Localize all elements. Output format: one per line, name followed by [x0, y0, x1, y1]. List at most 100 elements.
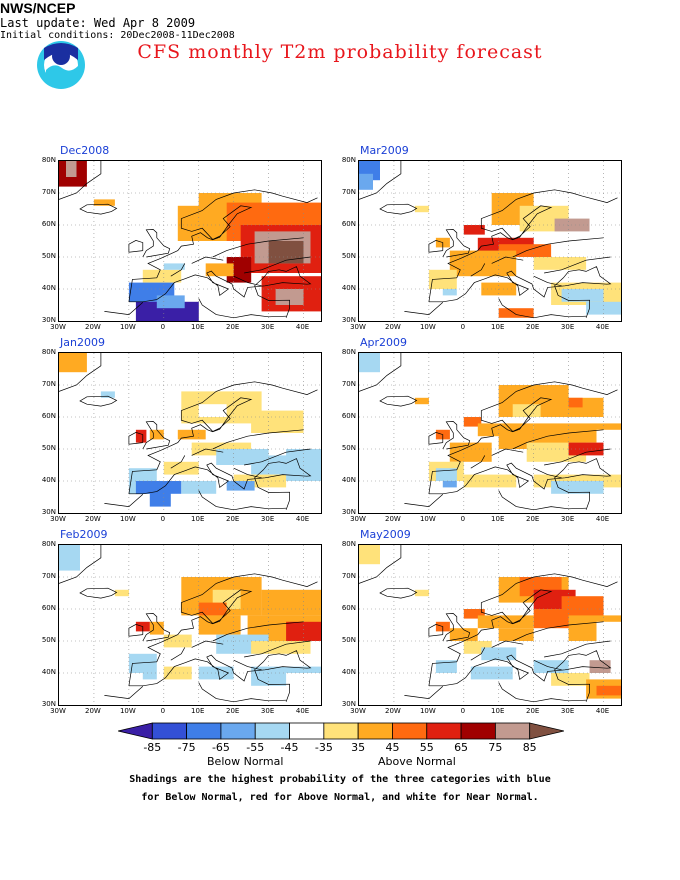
- organization-label: NWS/NCEP: [0, 0, 76, 16]
- panel-title-jan: Jan2009: [60, 336, 105, 349]
- above-normal-label: Above Normal: [378, 755, 456, 768]
- lon-label: 10W: [419, 515, 436, 523]
- lat-label: 40N: [341, 668, 356, 676]
- lat-label: 70N: [41, 188, 56, 196]
- lon-label: 0: [460, 707, 466, 715]
- initial-conditions-text: Initial conditions: 20Dec2008-11Dec2008: [0, 30, 235, 41]
- colorbar-tick-label: 85: [522, 741, 537, 754]
- colorbar-tick-label: -85: [143, 741, 162, 754]
- panel-title-dec: Dec2008: [60, 144, 110, 157]
- panel-title-may: May2009: [360, 528, 411, 541]
- map-panel-apr: [358, 352, 622, 514]
- lon-label: 10E: [191, 515, 205, 523]
- colorbar: [118, 722, 564, 740]
- map-panel-jan: [58, 352, 322, 514]
- lat-label: 60N: [41, 604, 56, 612]
- lon-label: 30W: [350, 515, 366, 523]
- lon-label: 20W: [385, 707, 401, 715]
- lon-label: 10E: [491, 323, 505, 331]
- lat-label: 80N: [341, 156, 356, 164]
- lon-label: 0: [160, 323, 166, 331]
- lon-label: 30W: [50, 323, 66, 331]
- lon-label: 30E: [260, 515, 275, 523]
- lat-label: 50N: [341, 444, 356, 452]
- lon-label: 20W: [85, 323, 101, 331]
- map-panel-mar: [358, 160, 622, 322]
- colorbar-tick-label: -65: [211, 741, 230, 754]
- lat-label: 80N: [41, 348, 56, 356]
- lon-label: 30W: [350, 323, 366, 331]
- lat-label: 30N: [341, 316, 356, 324]
- lat-label: 70N: [41, 380, 56, 388]
- lon-label: 10E: [191, 707, 205, 715]
- lon-label: 20E: [525, 515, 540, 523]
- lon-label: 30E: [560, 515, 575, 523]
- lat-label: 70N: [341, 572, 356, 580]
- lat-label: 40N: [41, 668, 56, 676]
- panel-title-feb: Feb2009: [60, 528, 108, 541]
- lon-label: 10E: [491, 707, 505, 715]
- lon-label: 30W: [350, 707, 366, 715]
- lon-label: 40E: [595, 707, 610, 715]
- panel-title-mar: Mar2009: [360, 144, 409, 157]
- lon-label: 10E: [191, 323, 205, 331]
- lat-label: 50N: [41, 252, 56, 260]
- lon-label: 10W: [119, 323, 136, 331]
- colorbar-tick-label: -75: [177, 741, 196, 754]
- lon-label: 20E: [225, 515, 240, 523]
- lat-label: 40N: [41, 476, 56, 484]
- lat-label: 60N: [341, 604, 356, 612]
- lon-label: 40E: [595, 515, 610, 523]
- shading-note-line2: for Below Normal, red for Above Normal, …: [141, 792, 539, 803]
- lon-label: 20W: [385, 515, 401, 523]
- lat-label: 50N: [341, 636, 356, 644]
- map-panel-dec: [58, 160, 322, 322]
- lat-label: 40N: [41, 284, 56, 292]
- lat-label: 80N: [341, 348, 356, 356]
- lat-label: 50N: [41, 636, 56, 644]
- lat-label: 40N: [341, 284, 356, 292]
- last-update-text: Last update: Wed Apr 8 2009: [0, 16, 196, 30]
- colorbar-tick-label: 45: [385, 741, 400, 754]
- lat-label: 30N: [41, 508, 56, 516]
- colorbar-tick-label: 55: [419, 741, 434, 754]
- lon-label: 30W: [50, 515, 66, 523]
- lat-label: 30N: [341, 700, 356, 708]
- lon-label: 30W: [50, 707, 66, 715]
- colorbar-tick-label: -45: [280, 741, 299, 754]
- map-panel-feb: [58, 544, 322, 706]
- lon-label: 0: [460, 515, 466, 523]
- lat-label: 30N: [41, 316, 56, 324]
- lon-label: 20E: [525, 707, 540, 715]
- lon-label: 20E: [225, 707, 240, 715]
- lat-label: 80N: [41, 156, 56, 164]
- noaa-logo: [37, 41, 85, 89]
- colorbar-tick-label: -35: [314, 741, 333, 754]
- lat-label: 60N: [41, 412, 56, 420]
- lon-label: 0: [460, 323, 466, 331]
- lon-label: 30E: [260, 323, 275, 331]
- lat-label: 30N: [41, 700, 56, 708]
- lon-label: 10E: [491, 515, 505, 523]
- lon-label: 20W: [85, 515, 101, 523]
- lon-label: 40E: [595, 323, 610, 331]
- lon-label: 40E: [295, 515, 310, 523]
- panel-title-apr: Apr2009: [360, 336, 408, 349]
- lat-label: 40N: [341, 476, 356, 484]
- lon-label: 0: [160, 707, 166, 715]
- lon-label: 20W: [385, 323, 401, 331]
- lon-label: 10W: [419, 323, 436, 331]
- lat-label: 70N: [341, 188, 356, 196]
- colorbar-tick-label: -55: [246, 741, 265, 754]
- page-title: CFS monthly T2m probability forecast: [137, 41, 543, 63]
- lat-label: 70N: [341, 380, 356, 388]
- lat-label: 60N: [41, 220, 56, 228]
- colorbar-tick-label: 65: [454, 741, 469, 754]
- lat-label: 80N: [41, 540, 56, 548]
- shading-note-line1: Shadings are the highest probability of …: [129, 774, 551, 785]
- lat-label: 60N: [341, 412, 356, 420]
- lat-label: 70N: [41, 572, 56, 580]
- lon-label: 20W: [85, 707, 101, 715]
- lat-label: 30N: [341, 508, 356, 516]
- lat-label: 50N: [341, 252, 356, 260]
